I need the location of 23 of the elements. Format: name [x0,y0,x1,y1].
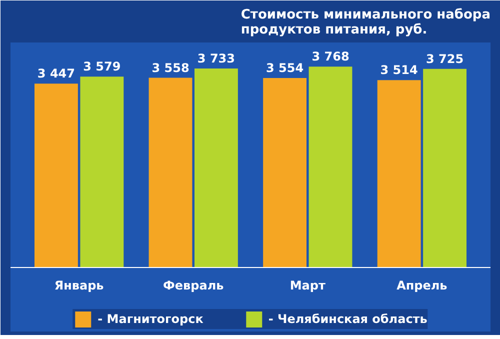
data-label: 3 447 [37,66,76,81]
data-label: 3 579 [83,60,121,74]
bar [423,68,466,268]
x-tick-label: Февраль [163,278,224,292]
data-label: 3 768 [312,50,350,64]
data-label: 3 725 [426,52,464,66]
x-tick-label: Январь [54,278,104,292]
legend-label: - Челябинская область [268,312,428,326]
data-label: 3 558 [152,60,190,75]
data-label: 3 514 [380,63,418,78]
x-tick-label: Апрель [396,278,448,292]
bar [263,78,306,268]
bar [34,84,78,268]
data-label: 3 554 [266,60,304,75]
x-tick-label: Март [290,278,326,292]
bar [148,78,192,268]
bar [80,76,124,268]
bar [377,80,421,268]
chart-title: Стоимость минимального набора продуктов питания, руб. [240,8,491,38]
data-label: 3 733 [197,51,236,66]
bar [194,68,238,268]
legend-label: - Магнитогорск [98,312,204,326]
bar [308,66,352,268]
